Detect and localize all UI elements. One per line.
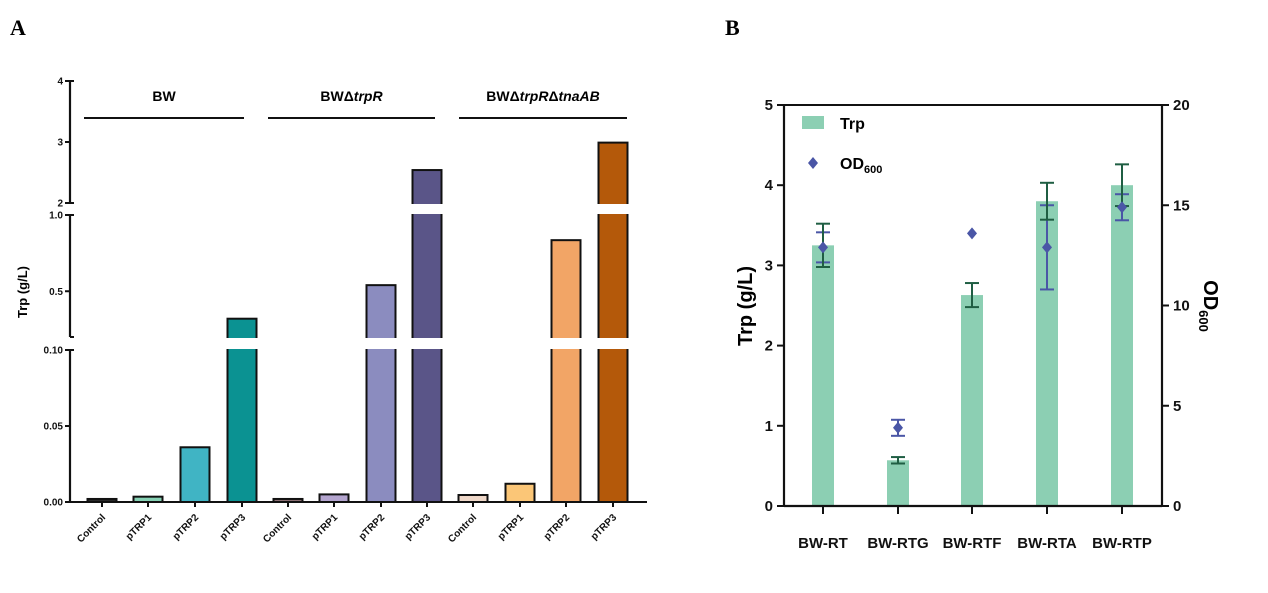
od600-diamond — [1042, 241, 1052, 254]
y-tick-label: 5 — [765, 97, 773, 114]
bar-ptrp2 — [179, 446, 211, 503]
group-label-part: BW — [320, 88, 344, 104]
od600-diamond — [818, 241, 828, 254]
y2-title-main: OD — [1199, 280, 1221, 310]
bar-break-gap — [364, 338, 398, 349]
bar-break-gap — [596, 204, 630, 214]
y2-title-sub: 600 — [1196, 310, 1211, 332]
y-tick-label: 4 — [765, 177, 774, 194]
panel-label-b: B — [725, 15, 740, 40]
y-tick-label: 0.5 — [49, 287, 63, 298]
group-label-part: trpR — [520, 88, 550, 104]
y-tick-label: 1.0 — [49, 211, 63, 222]
x-tick-label: Control — [261, 512, 294, 545]
bar-ptrp1 — [318, 493, 350, 503]
chart-a: 0.00 0.05 0.10 0.5 1.02 3 4 Trp (g/L) BW Control p… — [15, 77, 647, 545]
x-tick-label: BW-RTP — [1092, 535, 1152, 552]
od600-diamond — [1117, 201, 1127, 214]
group-label-part: Δ — [510, 88, 520, 104]
trp-bar — [812, 245, 834, 506]
y2-tick-label: 15 — [1173, 197, 1190, 214]
bar-break-gap — [410, 204, 444, 214]
y-tick-label: 3 — [57, 138, 63, 149]
group-label: BWΔtrpRΔtnaAB — [486, 88, 599, 104]
group-label-part: tnaAB — [559, 88, 600, 104]
bar-break-gap — [549, 338, 583, 349]
bar-ptrp3 — [597, 141, 629, 504]
group-label-part: Δ — [548, 88, 558, 104]
y2-tick-label: 5 — [1173, 398, 1181, 415]
group-label-part: BW — [486, 88, 510, 104]
bar-ptrp2 — [365, 284, 397, 503]
y-tick-label: 2 — [57, 199, 63, 210]
y-tick-label: 4 — [57, 77, 63, 88]
x-tick-label: Control — [446, 512, 479, 545]
x-tick-label: pTRP3 — [589, 512, 619, 542]
bar-ptrp3 — [226, 317, 258, 504]
x-tick-label: pTRP1 — [496, 512, 526, 542]
y-tick-label: 0 — [765, 498, 773, 515]
bar-control — [457, 494, 489, 503]
od600-diamond — [893, 421, 903, 434]
x-tick-label: BW-RTA — [1017, 535, 1077, 552]
bar-control — [86, 497, 118, 503]
x-tick-label: pTRP3 — [403, 512, 433, 542]
legend-trp-swatch — [802, 116, 824, 129]
legend-od600-sub: 600 — [864, 164, 882, 176]
bar-ptrp3 — [411, 169, 443, 503]
group-label: BW — [152, 88, 176, 104]
trp-bar — [887, 460, 909, 506]
bar-break-gap — [596, 338, 630, 349]
y-tick-label: 0.00 — [44, 498, 64, 509]
y-tick-label: 1 — [765, 418, 773, 435]
group-label-part: BW — [152, 88, 176, 104]
bar-break-gap — [410, 338, 444, 349]
legend-trp-label: Trp — [840, 116, 865, 133]
group-label-part: trpR — [354, 88, 384, 104]
legend-od600-main: OD — [840, 156, 864, 173]
y-tick-label: 0.05 — [44, 422, 64, 433]
x-tick-label: Control — [75, 512, 108, 545]
x-tick-label: pTRP1 — [310, 512, 340, 542]
y-tick-label: 0.10 — [44, 346, 64, 357]
x-tick-label: pTRP2 — [357, 512, 387, 542]
y2-tick-label: 20 — [1173, 97, 1190, 114]
x-tick-label: BW-RTG — [867, 535, 928, 552]
x-tick-label: pTRP1 — [124, 512, 154, 542]
chart-b: 0 1 2 3 4 5 0 5 10 15 20 BW-RT BW-RTG BW-RTF BW-RTA BW-… — [735, 97, 1221, 552]
y2-tick-label: 0 — [1173, 498, 1181, 515]
x-tick-label: BW-RT — [798, 535, 848, 552]
y-tick-label: 2 — [765, 338, 773, 355]
trp-bar — [1036, 201, 1058, 507]
y-axis-title: Trp (g/L) — [735, 266, 757, 346]
bar-ptrp1 — [132, 495, 164, 503]
trp-bar — [961, 295, 983, 506]
bar-ptrp2 — [550, 239, 582, 503]
x-tick-label: BW-RTF — [943, 535, 1002, 552]
group-label-part: Δ — [344, 88, 354, 104]
trp-bar — [1111, 185, 1133, 506]
y-axis-title: Trp (g/L) — [15, 266, 30, 318]
x-tick-label: pTRP2 — [542, 512, 572, 542]
legend-od600-diamond — [808, 157, 818, 169]
od600-diamond — [967, 227, 977, 240]
y2-tick-label: 10 — [1173, 298, 1190, 315]
x-tick-label: pTRP2 — [171, 512, 201, 542]
y2-axis-title: OD600 — [1196, 280, 1221, 332]
x-tick-label: pTRP3 — [218, 512, 248, 542]
bar-ptrp1 — [504, 482, 536, 504]
y-tick-label: 3 — [765, 257, 773, 274]
bar-control — [272, 497, 304, 503]
legend-od600-label: OD600 — [840, 156, 882, 176]
panel-label-a: A — [10, 15, 26, 40]
group-label: BWΔtrpR — [320, 88, 383, 104]
bar-break-gap — [225, 338, 259, 349]
